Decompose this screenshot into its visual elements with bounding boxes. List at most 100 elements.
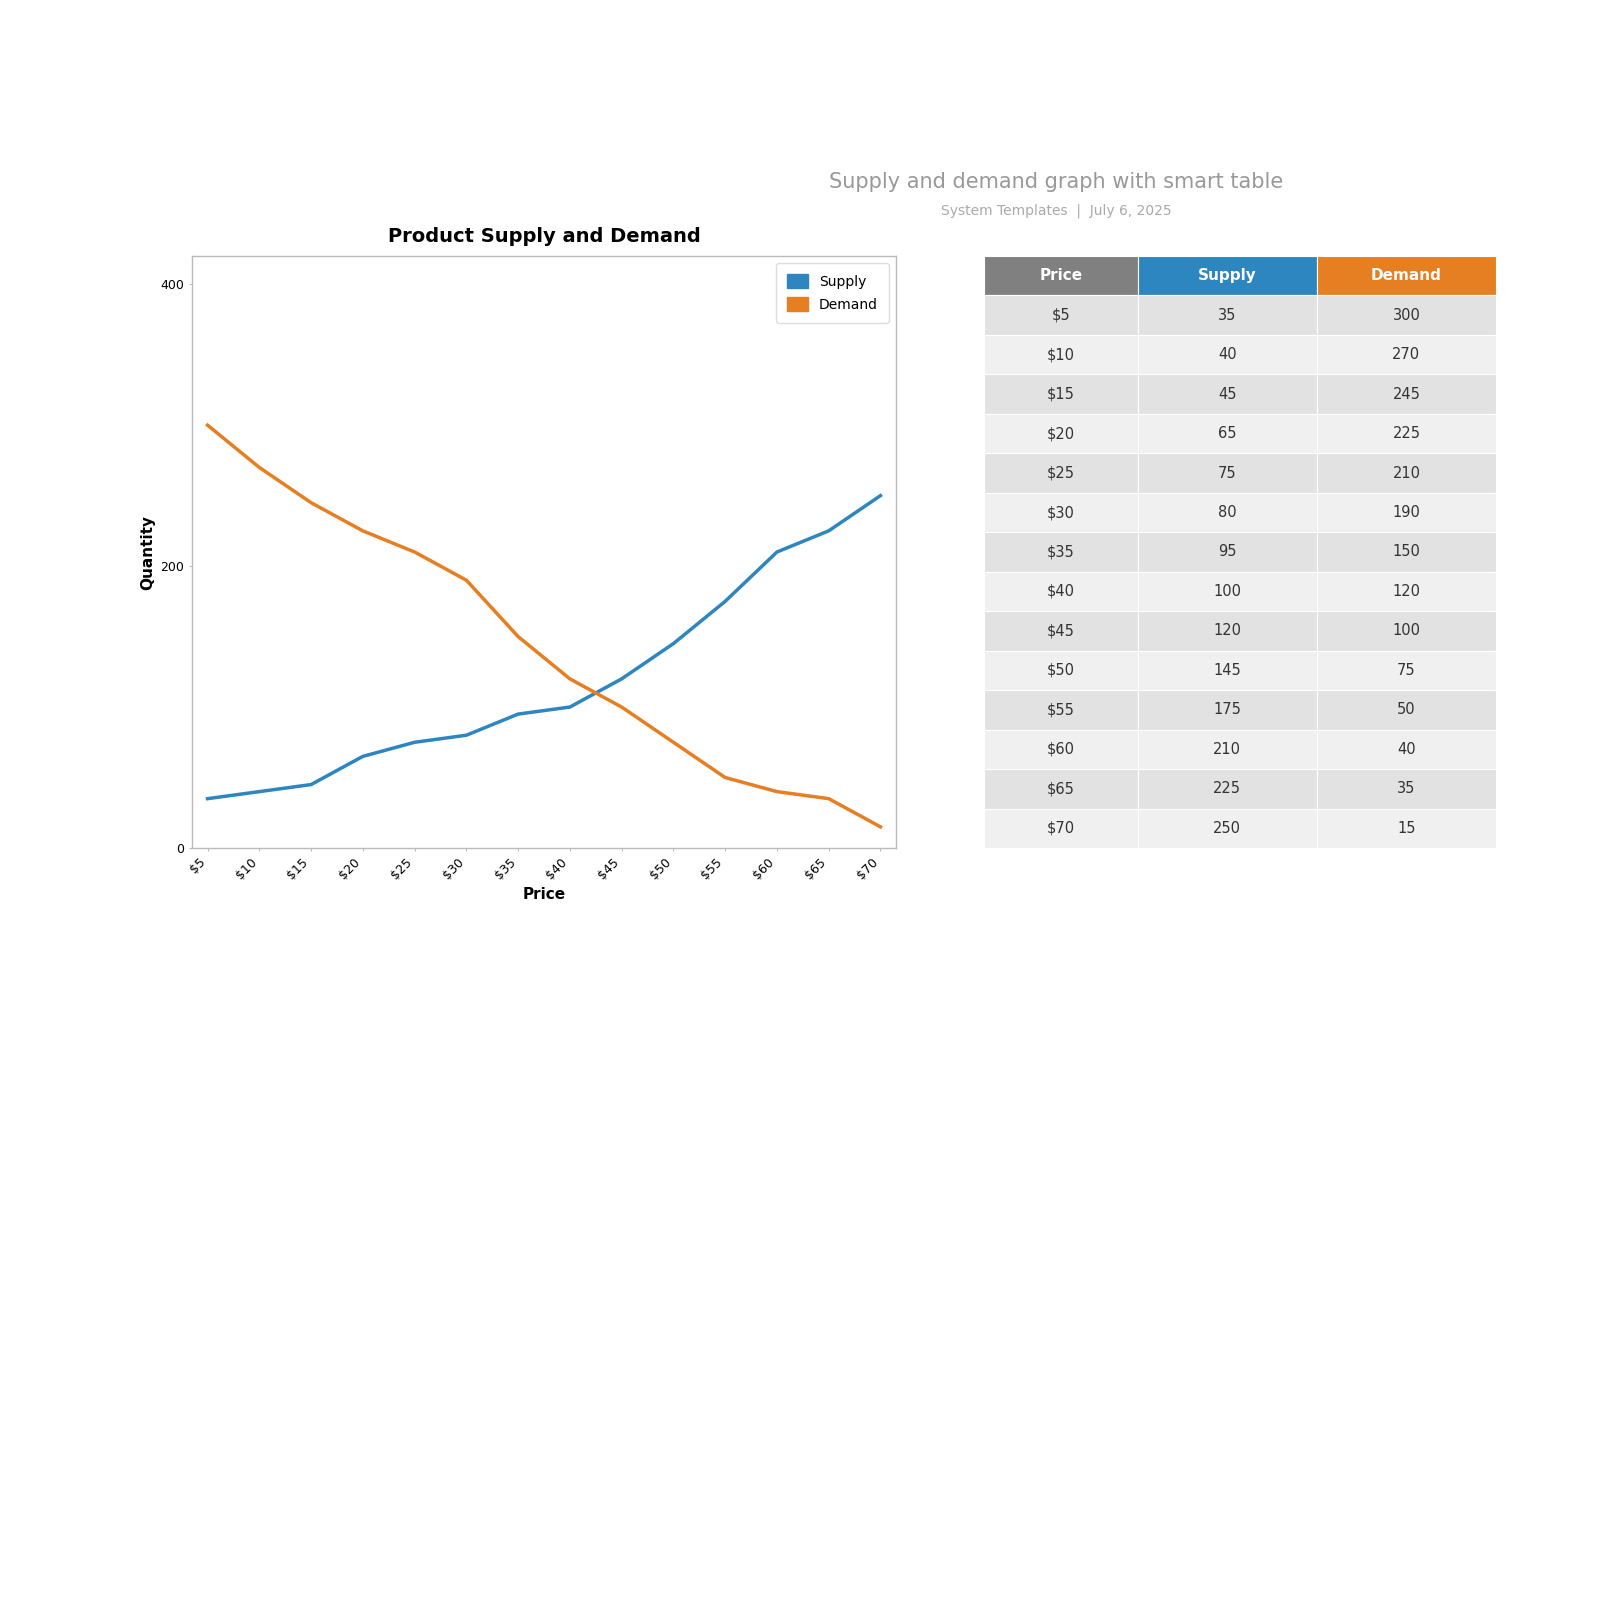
Supply xyxy=(301,774,320,794)
FancyBboxPatch shape xyxy=(1317,611,1496,651)
FancyBboxPatch shape xyxy=(984,690,1138,730)
FancyBboxPatch shape xyxy=(1138,334,1317,374)
Text: 270: 270 xyxy=(1392,347,1421,362)
FancyBboxPatch shape xyxy=(1138,651,1317,690)
Text: 75: 75 xyxy=(1397,662,1416,678)
FancyBboxPatch shape xyxy=(984,533,1138,571)
FancyBboxPatch shape xyxy=(984,611,1138,651)
Text: Price: Price xyxy=(1040,269,1082,283)
Demand xyxy=(301,493,320,512)
Supply xyxy=(354,747,373,766)
Text: $50: $50 xyxy=(1046,662,1075,678)
FancyBboxPatch shape xyxy=(1317,334,1496,374)
FancyBboxPatch shape xyxy=(1317,493,1496,533)
Text: 225: 225 xyxy=(1392,426,1421,442)
Text: 80: 80 xyxy=(1218,506,1237,520)
FancyBboxPatch shape xyxy=(984,414,1138,453)
Text: $40: $40 xyxy=(1046,584,1075,598)
Text: 120: 120 xyxy=(1213,624,1242,638)
Demand xyxy=(715,768,734,787)
FancyBboxPatch shape xyxy=(1317,770,1496,808)
Text: $45: $45 xyxy=(1046,624,1075,638)
Text: 150: 150 xyxy=(1392,544,1421,560)
FancyBboxPatch shape xyxy=(1138,770,1317,808)
Supply xyxy=(664,634,683,653)
Demand xyxy=(664,733,683,752)
Y-axis label: Quantity: Quantity xyxy=(139,515,155,589)
Supply xyxy=(870,486,890,506)
FancyBboxPatch shape xyxy=(1317,690,1496,730)
Demand xyxy=(613,698,632,717)
Supply xyxy=(198,789,218,808)
FancyBboxPatch shape xyxy=(984,571,1138,611)
FancyBboxPatch shape xyxy=(1138,611,1317,651)
Title: Product Supply and Demand: Product Supply and Demand xyxy=(387,227,701,246)
Text: 100: 100 xyxy=(1213,584,1242,598)
FancyBboxPatch shape xyxy=(1138,533,1317,571)
Text: $35: $35 xyxy=(1046,544,1075,560)
FancyBboxPatch shape xyxy=(984,453,1138,493)
Supply xyxy=(405,733,424,752)
FancyBboxPatch shape xyxy=(1317,533,1496,571)
FancyBboxPatch shape xyxy=(1317,374,1496,414)
Text: $5: $5 xyxy=(1051,307,1070,323)
FancyBboxPatch shape xyxy=(984,493,1138,533)
Text: 120: 120 xyxy=(1392,584,1421,598)
Text: 190: 190 xyxy=(1392,506,1421,520)
FancyBboxPatch shape xyxy=(984,730,1138,770)
Text: 100: 100 xyxy=(1392,624,1421,638)
FancyBboxPatch shape xyxy=(1138,256,1317,296)
Demand xyxy=(819,789,838,808)
FancyBboxPatch shape xyxy=(1138,296,1317,334)
FancyBboxPatch shape xyxy=(1317,414,1496,453)
Demand xyxy=(509,627,528,646)
Text: Supply: Supply xyxy=(1198,269,1256,283)
Text: 35: 35 xyxy=(1397,781,1416,797)
Text: Supply and demand graph with smart table: Supply and demand graph with smart table xyxy=(829,173,1283,192)
Text: System Templates  |  July 6, 2025: System Templates | July 6, 2025 xyxy=(941,203,1171,219)
Text: 50: 50 xyxy=(1397,702,1416,717)
FancyBboxPatch shape xyxy=(1317,808,1496,848)
FancyBboxPatch shape xyxy=(984,770,1138,808)
FancyBboxPatch shape xyxy=(1317,730,1496,770)
Text: 175: 175 xyxy=(1213,702,1242,717)
Text: 35: 35 xyxy=(1218,307,1237,323)
Supply xyxy=(819,522,838,541)
FancyBboxPatch shape xyxy=(984,374,1138,414)
Text: $25: $25 xyxy=(1046,466,1075,480)
Text: 40: 40 xyxy=(1218,347,1237,362)
FancyBboxPatch shape xyxy=(984,296,1138,334)
Line: Supply: Supply xyxy=(208,496,880,798)
Text: Demand: Demand xyxy=(1371,269,1442,283)
Text: 250: 250 xyxy=(1213,821,1242,835)
Text: $70: $70 xyxy=(1046,821,1075,835)
Demand xyxy=(560,669,579,688)
FancyBboxPatch shape xyxy=(1138,571,1317,611)
FancyBboxPatch shape xyxy=(1138,493,1317,533)
Supply xyxy=(250,782,269,802)
Supply xyxy=(613,669,632,688)
Supply xyxy=(715,592,734,611)
Supply xyxy=(560,698,579,717)
Text: 300: 300 xyxy=(1392,307,1421,323)
Text: $65: $65 xyxy=(1046,781,1075,797)
FancyBboxPatch shape xyxy=(984,256,1138,296)
Demand xyxy=(250,458,269,477)
FancyBboxPatch shape xyxy=(984,334,1138,374)
FancyBboxPatch shape xyxy=(1317,256,1496,296)
FancyBboxPatch shape xyxy=(1138,374,1317,414)
FancyBboxPatch shape xyxy=(1138,808,1317,848)
Text: 40: 40 xyxy=(1397,742,1416,757)
FancyBboxPatch shape xyxy=(1138,414,1317,453)
Text: 145: 145 xyxy=(1213,662,1242,678)
FancyBboxPatch shape xyxy=(1138,453,1317,493)
Supply xyxy=(456,726,475,746)
Demand xyxy=(354,522,373,541)
Text: 75: 75 xyxy=(1218,466,1237,480)
Demand xyxy=(456,571,475,590)
Supply xyxy=(509,704,528,723)
Text: $30: $30 xyxy=(1046,506,1075,520)
Text: 225: 225 xyxy=(1213,781,1242,797)
FancyBboxPatch shape xyxy=(984,808,1138,848)
Text: 45: 45 xyxy=(1218,387,1237,402)
